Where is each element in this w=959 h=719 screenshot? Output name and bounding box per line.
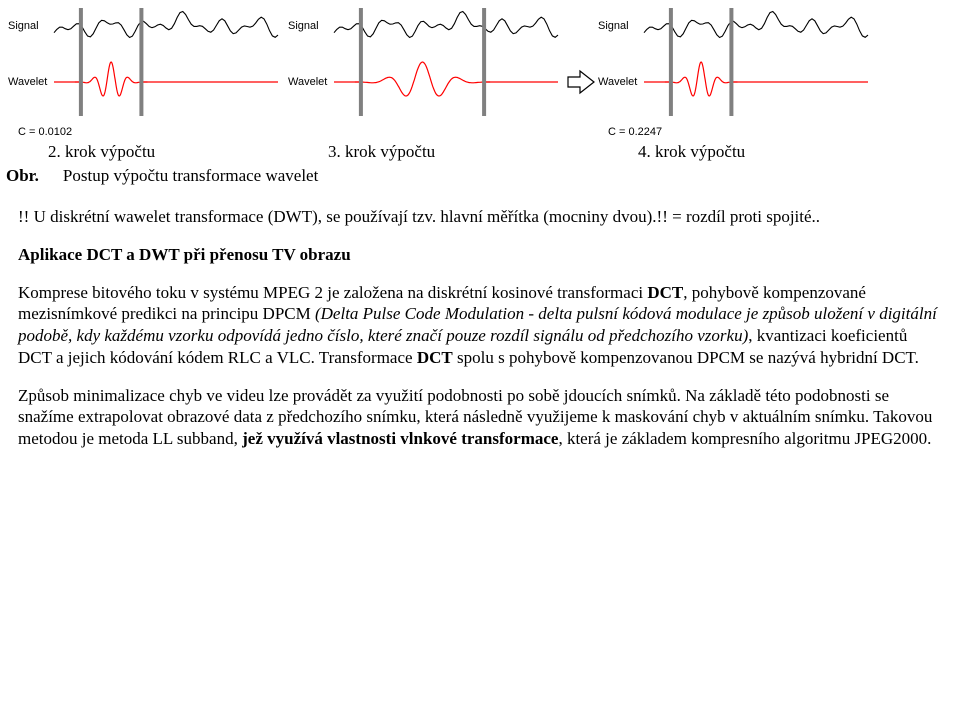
- caption-obr-label: Obr.: [6, 166, 39, 186]
- caption-text: Postup výpočtu transformace wavelet: [63, 166, 318, 186]
- p2-b: DCT: [647, 283, 683, 302]
- figure-panel: Signal Wavelet C = 0.22474. krok výpočtu: [596, 4, 876, 162]
- panel-plot: Signal Wavelet: [596, 4, 876, 124]
- wavelet-line: [665, 62, 738, 96]
- wavelet-label: Wavelet: [288, 76, 327, 88]
- paragraph-1: !! U diskrétní wawelet transformace (DWT…: [18, 206, 941, 228]
- c-value-label: C = 0.2247: [596, 124, 876, 138]
- window-bar: [729, 8, 733, 116]
- signal-label: Signal: [288, 20, 319, 32]
- c-value-label: [286, 124, 566, 138]
- p2-a: Komprese bitového toku v systému MPEG 2 …: [18, 283, 647, 302]
- wavelet-line: [355, 62, 490, 96]
- figure-panels: SignalWaveletC = 0.01022. krok výpočtuSi…: [6, 4, 953, 162]
- signal-line: [334, 12, 558, 38]
- figure-caption: Obr. Postup výpočtu transformace wavelet: [0, 162, 959, 196]
- window-bar: [359, 8, 363, 116]
- window-bar: [482, 8, 486, 116]
- window-bar: [669, 8, 673, 116]
- step-label: 2. krok výpočtu: [6, 138, 286, 162]
- wavelet-line: [75, 62, 147, 96]
- step-label: 4. krok výpočtu: [596, 138, 876, 162]
- paragraph-2: Komprese bitového toku v systému MPEG 2 …: [18, 282, 941, 369]
- signal-line: [54, 12, 278, 38]
- p2-g: spolu s pohybově kompenzovanou DPCM se n…: [453, 348, 919, 367]
- paragraph-3: Způsob minimalizace chyb ve videu lze pr…: [18, 385, 941, 450]
- wavelet-label: Wavelet: [8, 76, 47, 88]
- c-value-label: C = 0.0102: [6, 124, 286, 138]
- panel-plot: Signal Wavelet: [286, 4, 566, 124]
- signal-line: [644, 12, 868, 38]
- step-label: 3. krok výpočtu: [286, 138, 566, 162]
- arrow-icon: [566, 4, 596, 124]
- heading-1-text: Aplikace DCT a DWT při přenosu TV obrazu: [18, 245, 351, 264]
- signal-label: Signal: [8, 20, 39, 32]
- figure-panel: Signal Wavelet 3. krok výpočtu: [286, 4, 566, 162]
- p3-b: jež využívá vlastnosti vlnkové transform…: [242, 429, 558, 448]
- figure-panel: Signal Wavelet C = 0.01022. krok výpočtu: [6, 4, 286, 162]
- signal-label: Signal: [598, 20, 629, 32]
- p1-text: !! U diskrétní wawelet transformace (DWT…: [18, 207, 820, 226]
- panel-plot: Signal Wavelet: [6, 4, 286, 124]
- body-text: !! U diskrétní wawelet transformace (DWT…: [0, 196, 959, 486]
- window-bar: [79, 8, 83, 116]
- p2-f: DCT: [417, 348, 453, 367]
- figure: SignalWaveletC = 0.01022. krok výpočtuSi…: [0, 0, 959, 162]
- heading-1: Aplikace DCT a DWT při přenosu TV obrazu: [18, 244, 941, 266]
- window-bar: [139, 8, 143, 116]
- wavelet-label: Wavelet: [598, 76, 637, 88]
- p3-c: , která je základem kompresního algoritm…: [558, 429, 931, 448]
